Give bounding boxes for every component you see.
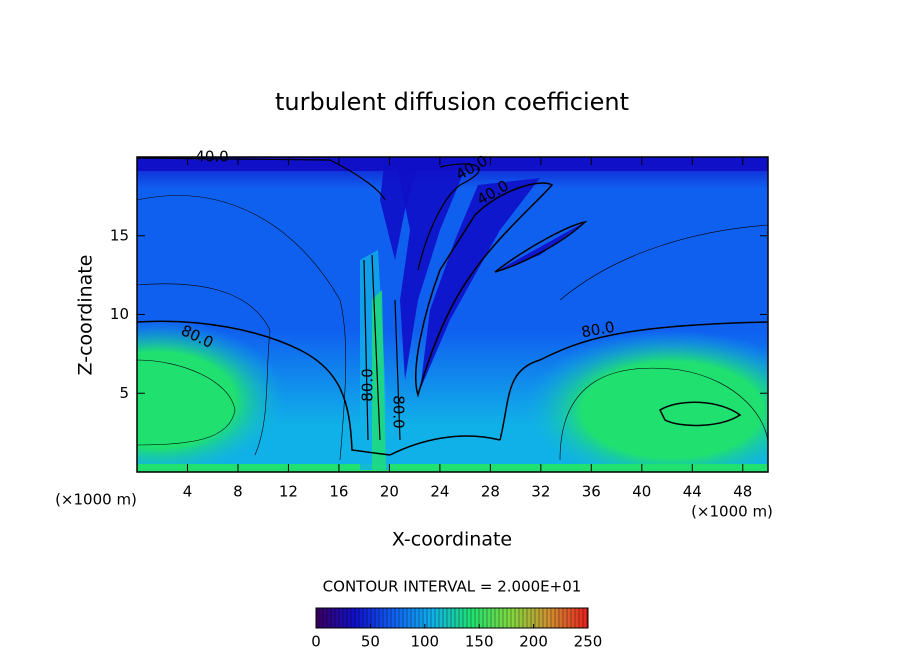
x-unit-label: (×1000 m): [691, 503, 773, 521]
x-tick-label: 40: [632, 483, 651, 501]
contour-line: [559, 224, 768, 301]
contour-line: [137, 195, 347, 461]
field-blob: [137, 320, 287, 472]
annotation: CONTOUR INTERVAL = 2.000E+01: [323, 578, 582, 596]
contour-field: [137, 157, 768, 472]
contour-line: [559, 367, 768, 461]
contour-line: [137, 157, 386, 201]
chart-title: turbulent diffusion coefficient: [275, 88, 629, 116]
field-blob: [522, 330, 768, 472]
x-tick-label: 4: [183, 483, 193, 501]
contour-label: 80.0: [359, 368, 377, 401]
y-tick-label: 10: [110, 305, 129, 323]
x-tick-label: 24: [430, 483, 449, 501]
field-plume: [420, 178, 540, 390]
contour-label: 80.0: [390, 395, 408, 428]
x-axis-label: X-coordinate: [392, 529, 512, 551]
colorbar-tick-label: 250: [574, 633, 603, 651]
contour-label: 80.0: [580, 318, 616, 342]
x-tick-label: 32: [531, 483, 550, 501]
contour-line: [137, 359, 236, 446]
contour-line: [137, 320, 501, 456]
x-tick-label: 20: [380, 483, 399, 501]
colorbar-frame: [315, 607, 589, 629]
contour-line: [659, 401, 742, 427]
contour-line: [494, 220, 588, 273]
x-tick-label: 48: [733, 483, 752, 501]
field-plume: [395, 157, 470, 380]
y-tick-label: 5: [119, 384, 129, 402]
colorbar: [316, 608, 588, 628]
x-tick-label: 28: [481, 483, 500, 501]
x-tick-label: 8: [233, 483, 243, 501]
y-axis-label: Z-coordinate: [75, 255, 97, 376]
field-plume: [495, 222, 585, 272]
y-unit-label: (×1000 m): [55, 491, 137, 509]
x-tick-label: 36: [582, 483, 601, 501]
x-tick-label: 44: [683, 483, 702, 501]
colorbar-tick-label: 50: [361, 633, 380, 651]
field-plume: [380, 157, 420, 260]
contour-line: [137, 283, 271, 456]
field-band: [137, 464, 768, 472]
x-tick-label: 16: [329, 483, 348, 501]
colorbar-tick-label: 0: [311, 633, 321, 651]
colorbar-tick-label: 100: [410, 633, 439, 651]
contour-line: [415, 182, 554, 398]
contour-line: [363, 254, 401, 441]
y-tick-label: 15: [110, 226, 129, 244]
colorbar-tick-label: 200: [519, 633, 548, 651]
contour-line: [417, 163, 480, 271]
contour-line: [499, 321, 768, 441]
colorbar-tick-label: 150: [465, 633, 494, 651]
x-tick-label: 12: [279, 483, 298, 501]
